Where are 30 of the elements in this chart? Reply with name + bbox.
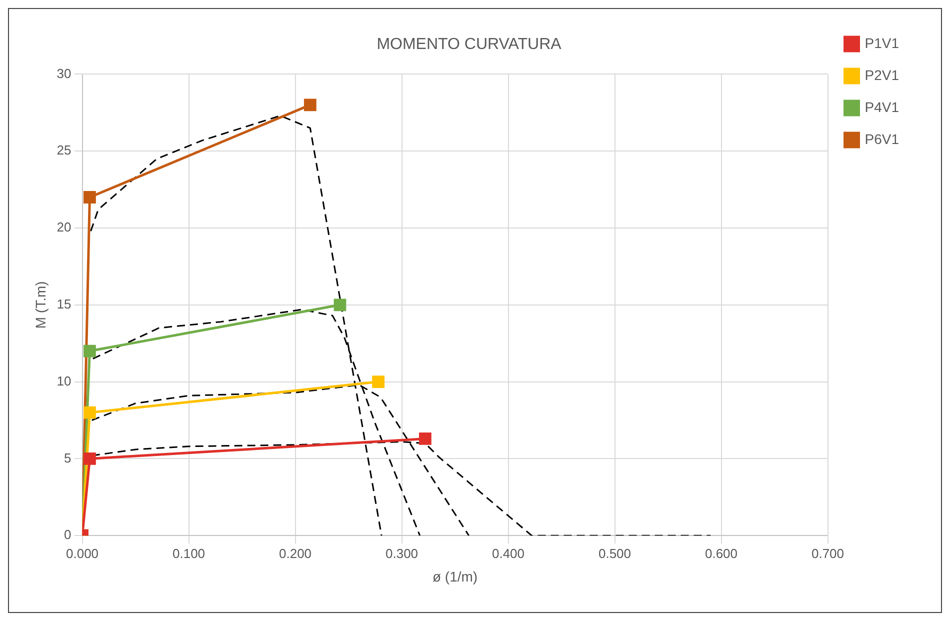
x-tick-label: 0.200 (278, 546, 312, 561)
chart-title: MOMENTO CURVATURA (376, 36, 562, 54)
point (84, 344, 96, 358)
legend-label: P2V1 (864, 66, 900, 83)
y-tick-label: 5 (64, 450, 72, 466)
point (304, 98, 316, 112)
y-tick-label: 20 (56, 220, 72, 235)
point (84, 452, 96, 465)
point (418, 432, 432, 445)
x-tick-label: 0.000 (66, 546, 99, 561)
x-tick-label: 0.500 (598, 546, 632, 561)
point (372, 376, 385, 388)
x-tick-label: 0.600 (704, 546, 738, 561)
legend-label: P1V1 (864, 34, 900, 51)
x-axis-title: ø (1/m) (432, 568, 478, 584)
x-tick-label: 0.300 (385, 546, 418, 561)
y-axis-title: M (T.m) (32, 281, 48, 329)
point (84, 191, 96, 204)
y-tick-label: 30 (56, 66, 72, 81)
point (84, 406, 96, 419)
x-tick-label: 0.100 (172, 546, 206, 561)
x-tick-label: 0.400 (492, 546, 525, 561)
y-tick-label: 25 (56, 142, 72, 158)
y-tick-label: 10 (56, 373, 72, 388)
x-tick-label: 0.700 (811, 546, 844, 561)
legend-label: P4V1 (864, 98, 900, 115)
y-tick-label: 0 (64, 527, 72, 542)
y-tick-label: 15 (56, 296, 72, 312)
legend-label: P6V1 (864, 130, 900, 147)
point (334, 298, 346, 312)
